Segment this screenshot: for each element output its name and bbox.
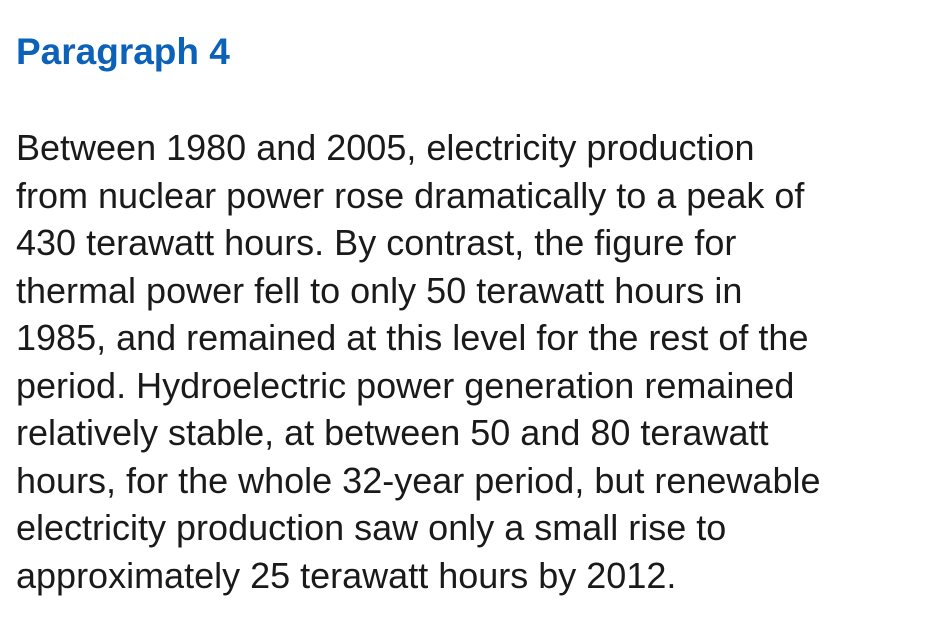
paragraph-line: approximately 25 terawatt hours by 2012.: [16, 554, 677, 596]
paragraph-line: hours, for the whole 32-year period, but…: [16, 459, 821, 501]
paragraph-line: relatively stable, at between 50 and 80 …: [16, 412, 769, 453]
paragraph-line: period. Hydroelectric power generation r…: [16, 364, 795, 406]
paragraph-line: 1985, and remained at this level for the…: [16, 317, 809, 358]
paragraph-line: from nuclear power rose dramatically to …: [16, 174, 805, 216]
paragraph-line: electricity production saw only a small …: [16, 507, 727, 548]
paragraph-line: Between 1980 and 2005, electricity produ…: [16, 127, 755, 168]
paragraph-line: thermal power fell to only 50 terawatt h…: [16, 269, 743, 311]
paragraph-heading: Paragraph 4: [16, 31, 230, 72]
paragraph-body: Between 1980 and 2005, electricity produ…: [16, 124, 820, 599]
paragraph-line: 430 terawatt hours. By contrast, the fig…: [16, 222, 737, 263]
